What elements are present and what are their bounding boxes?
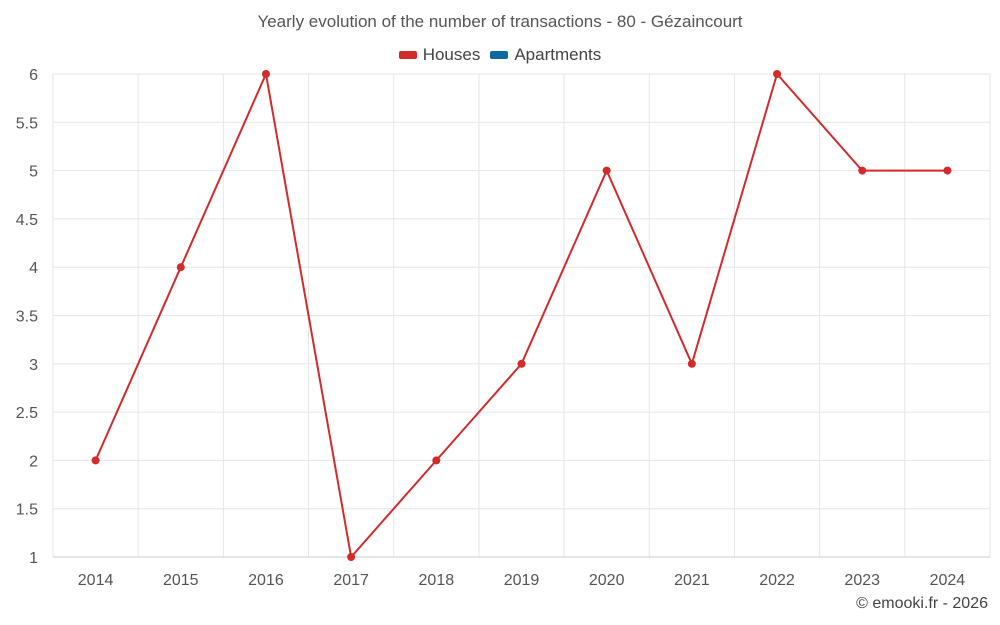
legend-label-apartments: Apartments: [514, 45, 602, 64]
legend-item-houses[interactable]: Houses: [398, 45, 481, 65]
chart-title: Yearly evolution of the number of transa…: [257, 12, 743, 31]
data-point: [943, 166, 952, 175]
x-tick-label: 2017: [333, 572, 369, 589]
x-tick-label: 2015: [163, 572, 199, 589]
legend-swatch-houses: [398, 51, 417, 59]
x-tick-label: 2023: [844, 572, 880, 589]
data-point: [432, 456, 441, 465]
legend-swatch-apartments: [490, 51, 509, 59]
data-point: [858, 166, 867, 175]
data-point: [347, 553, 356, 561]
legend-label-houses: Houses: [422, 45, 481, 64]
y-tick-label: 4: [29, 260, 38, 277]
x-tick-label: 2016: [248, 572, 284, 589]
y-tick-label: 3: [29, 357, 38, 374]
data-point: [773, 70, 782, 78]
legend: Houses Apartments: [0, 45, 1000, 65]
x-tick-label: 2018: [419, 572, 455, 589]
x-tick-label: 2021: [674, 572, 710, 589]
x-tick-label: 2024: [930, 572, 966, 589]
y-tick-label: 1.5: [16, 502, 38, 519]
y-tick-label: 6: [29, 67, 38, 84]
y-tick-label: 5.5: [16, 115, 38, 132]
data-point: [687, 359, 696, 368]
x-tick-label: 2022: [759, 572, 795, 589]
data-point: [517, 359, 526, 368]
x-tick-label: 2020: [589, 572, 625, 589]
y-tick-label: 3.5: [16, 309, 38, 326]
data-point: [602, 166, 611, 175]
x-tick-label: 2014: [78, 572, 114, 589]
x-tick-label: 2019: [504, 572, 540, 589]
y-tick-label: 5: [29, 164, 38, 181]
y-tick-label: 1: [29, 550, 38, 567]
data-point: [261, 70, 270, 78]
credit-text: © emooki.fr - 2026: [856, 595, 988, 612]
legend-item-apartments[interactable]: Apartments: [490, 45, 601, 65]
y-tick-label: 2: [29, 453, 38, 470]
y-tick-label: 4.5: [16, 212, 38, 229]
data-point: [176, 263, 185, 272]
data-point: [91, 456, 100, 465]
y-tick-label: 2.5: [16, 405, 38, 422]
